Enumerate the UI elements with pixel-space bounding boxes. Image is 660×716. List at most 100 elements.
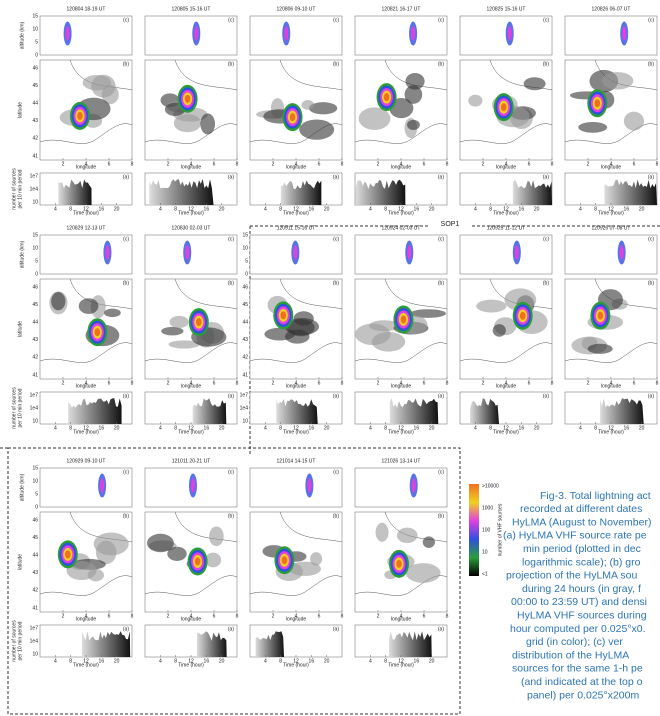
caption-line: projection of the HyLMA sou <box>506 570 637 582</box>
y-tick-label: 15 <box>242 232 248 238</box>
x-tick-label: 8 <box>656 161 659 167</box>
caption-line: 00:00 to 23:59 UT) and densi <box>511 596 647 608</box>
x-tick-label: 8 <box>236 380 239 386</box>
panel-letter: (a) <box>228 626 234 632</box>
altitude-panel <box>250 468 342 507</box>
panel-title: 120806 09-10 UT <box>277 6 316 12</box>
panel-letter: (b) <box>333 280 339 286</box>
caption-line: during 24 hours (in gray, f <box>522 583 641 595</box>
x-tick-label: 20 <box>429 425 435 431</box>
x-tick-label: 16 <box>99 658 105 664</box>
axis-label: Time (hour) <box>178 210 204 216</box>
gray-density <box>209 527 224 547</box>
axis-label: Time (hour) <box>178 662 204 668</box>
axis-label: longitude <box>496 164 517 170</box>
altitude-blob <box>194 27 198 41</box>
x-tick-label: 4 <box>369 206 372 212</box>
x-tick-label: 20 <box>324 658 330 664</box>
panel-title: 120826 06-07 UT <box>592 6 631 12</box>
caption-line: (and indicated at the top o <box>521 676 643 688</box>
x-tick-label: 4 <box>474 206 477 212</box>
y-tick-label: 42 <box>32 588 38 594</box>
panel-letter: (b) <box>228 61 234 67</box>
x-tick-label: 6 <box>528 161 531 167</box>
y-tick-label: 10 <box>32 651 38 657</box>
y-tick-label: 1e7 <box>30 625 39 631</box>
x-tick-label: 16 <box>204 425 210 431</box>
x-tick-label: 8 <box>174 206 177 212</box>
axis-label: per 10 min period <box>17 388 23 427</box>
x-tick-label: 2 <box>377 613 380 619</box>
panel-letter: (c) <box>123 17 129 23</box>
panel-title: 120805 15-16 UT <box>172 6 211 12</box>
axis-label: longitude <box>76 616 97 622</box>
x-tick-label: 8 <box>279 658 282 664</box>
panel-letter: (a) <box>438 626 444 632</box>
altitude-panel <box>250 16 342 55</box>
x-tick-label: 8 <box>131 380 134 386</box>
panel-letter: (b) <box>543 280 549 286</box>
y-tick-label: 42 <box>32 136 38 142</box>
panel-letter: (a) <box>438 393 444 399</box>
gray-density <box>205 553 221 568</box>
altitude-panel <box>40 235 132 274</box>
panel-letter: (a) <box>123 393 129 399</box>
y-tick-label: 45 <box>32 83 38 89</box>
axis-label: longitude <box>76 383 97 389</box>
panel-letter: (a) <box>228 393 234 399</box>
gray-density <box>476 300 506 313</box>
x-tick-label: 6 <box>423 613 426 619</box>
rate-histogram <box>276 399 317 424</box>
y-tick-label: 0 <box>35 504 38 510</box>
x-tick-label: 2 <box>272 161 275 167</box>
x-tick-label: 6 <box>318 613 321 619</box>
gray-density <box>79 298 99 314</box>
axis-label: Time (hour) <box>598 429 624 435</box>
gray-density <box>293 311 313 325</box>
panel-letter: (b) <box>438 513 444 519</box>
caption-line: distribution of the HyLMA <box>512 649 629 661</box>
caption-line: grid (in color); (c) ver <box>526 636 623 648</box>
x-tick-label: 4 <box>54 658 57 664</box>
altitude-blob <box>508 27 512 41</box>
y-tick-label: 1e4 <box>30 638 39 644</box>
axis-label: Time (hour) <box>178 429 204 435</box>
panel-letter: (b) <box>333 61 339 67</box>
panel-letter: (b) <box>228 513 234 519</box>
gray-density <box>104 309 121 317</box>
sop-label: SOP1 <box>441 221 460 228</box>
x-tick-label: 4 <box>159 425 162 431</box>
x-tick-label: 16 <box>99 425 105 431</box>
x-tick-label: 2 <box>272 380 275 386</box>
panel-letter: (a) <box>648 393 654 399</box>
gray-density <box>299 120 334 140</box>
colorbar-tick: 100 <box>482 527 491 533</box>
panel-letter: (a) <box>543 174 549 180</box>
x-tick-label: 8 <box>489 206 492 212</box>
color-density <box>185 95 191 103</box>
panel-title: 121026 13-14 UT <box>382 458 421 464</box>
x-tick-label: 16 <box>519 206 525 212</box>
y-tick-label: 15 <box>32 465 38 471</box>
panel-letter: (a) <box>333 174 339 180</box>
x-tick-label: 8 <box>69 206 72 212</box>
axis-label: longitude <box>181 164 202 170</box>
panel-letter: (a) <box>228 174 234 180</box>
panel-letter: (c) <box>228 469 234 475</box>
panel-letter: (b) <box>333 513 339 519</box>
caption-line: min period (plotted in dec <box>523 543 641 555</box>
panel-letter: (b) <box>543 61 549 67</box>
color-density <box>77 112 83 120</box>
altitude-blob <box>515 246 519 260</box>
panel-letter: (b) <box>228 280 234 286</box>
axis-label: Time (hour) <box>388 429 414 435</box>
altitude-blob <box>412 479 416 493</box>
panel-title: 120825 15-16 UT <box>487 6 526 12</box>
altitude-panel <box>355 16 447 55</box>
x-tick-label: 8 <box>69 425 72 431</box>
panel-letter: (b) <box>648 280 654 286</box>
axis-label: Time (hour) <box>283 429 309 435</box>
y-tick-label: 41 <box>32 153 38 159</box>
gray-density <box>397 528 418 544</box>
figure: SOP1 120804 18-19 UT(c)(b)2468longitude(… <box>0 0 660 716</box>
